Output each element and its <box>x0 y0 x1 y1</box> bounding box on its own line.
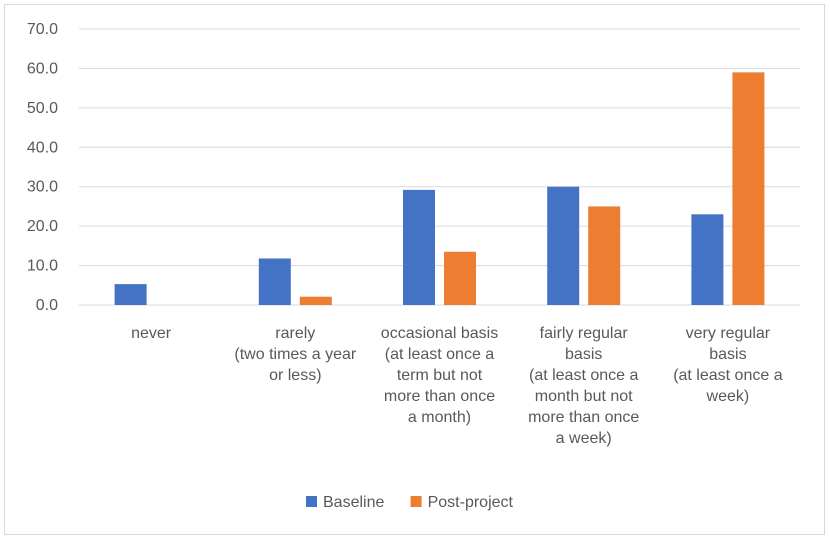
category-label-line: or less) <box>269 367 321 384</box>
bar-post-project <box>444 251 476 305</box>
legend-swatch <box>410 496 422 507</box>
bar-baseline <box>691 214 724 305</box>
bar-baseline <box>547 186 580 305</box>
category-label: very regular basis (at least once a week) <box>673 325 783 405</box>
y-tick-label: 0.0 <box>36 297 58 314</box>
legend-label: Post-project <box>428 494 514 511</box>
category-label-line: a week) <box>556 430 612 447</box>
category-label-line: (two times a year <box>234 346 356 363</box>
category-label-line: week) <box>706 388 750 405</box>
y-tick-label: 50.0 <box>27 100 58 117</box>
category-label-line: basis <box>709 346 746 363</box>
bar-baseline <box>403 189 435 305</box>
y-tick-label: 30.0 <box>27 179 58 196</box>
legend-swatch <box>306 496 317 507</box>
bar-baseline <box>258 258 291 305</box>
y-tick-label: 20.0 <box>27 218 58 235</box>
category-label: occasional basis (at least once a term but… <box>381 325 498 426</box>
category-label: fairly regular basis (at least once a month… <box>528 325 639 447</box>
y-tick-label: 40.0 <box>27 139 58 156</box>
bar-post-project <box>299 296 332 305</box>
category-label-line: month but not <box>535 388 633 405</box>
category-label-line: fairly regular <box>540 325 629 342</box>
category-label-line: term but not <box>397 367 483 384</box>
category-label: never <box>131 325 172 342</box>
category-label-line: (at least once a <box>673 367 783 384</box>
category-label-line: basis <box>565 346 602 363</box>
bar-post-project <box>588 206 621 305</box>
category-label-line: never <box>131 325 172 342</box>
category-label-line: occasional basis <box>381 325 498 342</box>
y-tick-label: 60.0 <box>27 60 58 77</box>
legend-label: Baseline <box>323 494 384 511</box>
category-label-line: a month) <box>408 409 471 426</box>
y-tick-label: 70.0 <box>27 21 58 38</box>
category-label-line: more than once <box>384 388 495 405</box>
bar-post-project <box>732 72 765 305</box>
category-label-line: rarely <box>275 325 315 342</box>
category-label-line: very regular <box>686 325 771 342</box>
category-label-line: (at least once a <box>385 346 495 363</box>
y-tick-label: 10.0 <box>27 258 58 275</box>
bar-baseline <box>114 284 147 305</box>
category-label-line: more than once <box>528 409 639 426</box>
category-label-line: (at least once a <box>529 367 639 384</box>
category-label: rarely (two times a year or less) <box>234 325 356 384</box>
